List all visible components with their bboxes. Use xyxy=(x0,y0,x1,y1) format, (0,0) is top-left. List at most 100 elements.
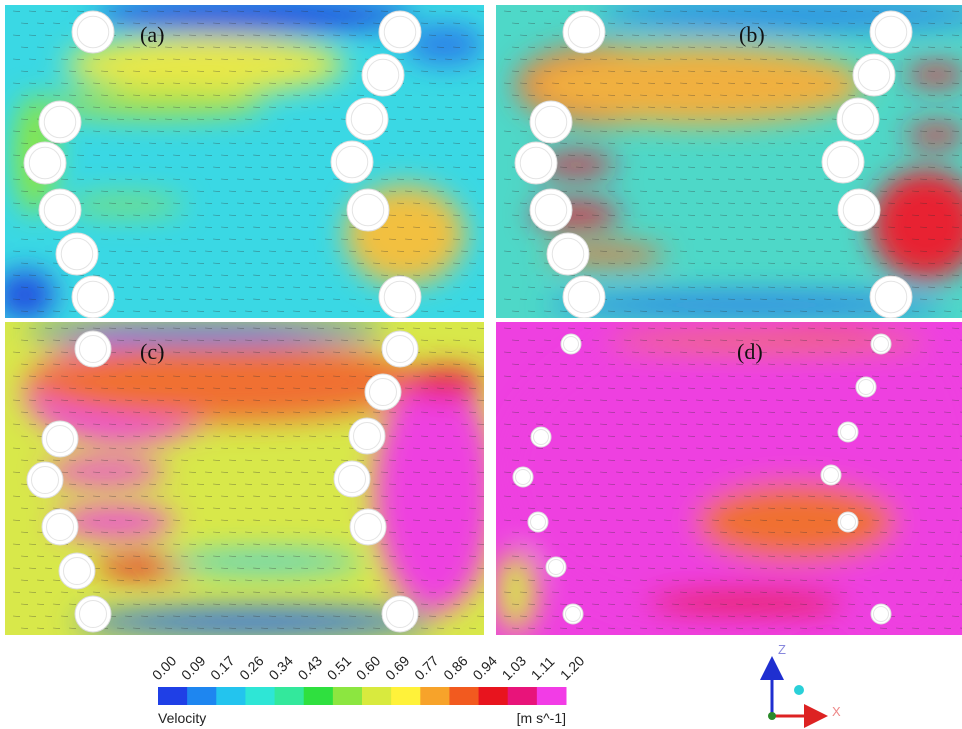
cylinder xyxy=(24,142,66,184)
cylinder xyxy=(59,553,95,589)
vector-arrow xyxy=(485,436,492,437)
cylinder xyxy=(42,421,78,457)
flow-panel: (d) xyxy=(496,322,962,642)
cylinder xyxy=(379,276,421,318)
field-blob xyxy=(696,482,896,562)
cylinder xyxy=(75,596,111,632)
colorbar-swatch xyxy=(333,687,363,705)
cylinder xyxy=(27,462,63,498)
colorbar-swatch xyxy=(158,687,188,705)
vector-arrow xyxy=(485,23,492,24)
vector-arrow xyxy=(485,532,492,533)
vector-arrow xyxy=(485,604,492,605)
colorbar-tick-label: 0.26 xyxy=(236,652,267,683)
colorbar-swatch xyxy=(304,687,334,705)
colorbar-swatch xyxy=(216,687,246,705)
colorbar-swatch xyxy=(362,687,392,705)
cylinder xyxy=(870,276,912,318)
vector-arrow xyxy=(485,239,492,240)
field-blob xyxy=(496,552,536,632)
colorbar-swatch xyxy=(245,687,275,705)
flow-panel: (c) xyxy=(5,320,495,636)
colorbar-tick-label: 0.17 xyxy=(207,652,238,683)
vector-arrow xyxy=(485,364,492,365)
colorbar-tick-label: 1.20 xyxy=(557,652,588,683)
cylinder xyxy=(39,189,81,231)
cylinder xyxy=(530,189,572,231)
vector-arrow xyxy=(485,71,492,72)
vector-arrow xyxy=(485,143,492,144)
cylinder xyxy=(853,54,895,96)
cylinder xyxy=(837,98,879,140)
panel-label: (c) xyxy=(140,339,164,364)
cylinder xyxy=(346,98,388,140)
colorbar-tick-label: 0.00 xyxy=(149,652,180,683)
velocity-field xyxy=(496,0,962,318)
vector-arrow xyxy=(485,191,492,192)
field-blob xyxy=(75,608,435,636)
colorbar-title: Velocity xyxy=(158,710,206,726)
cylinder xyxy=(75,331,111,367)
field-blob xyxy=(646,590,846,614)
vector-arrow xyxy=(485,47,492,48)
vector-arrow xyxy=(485,95,492,96)
panel-label: (b) xyxy=(739,22,765,47)
cylinder xyxy=(382,331,418,367)
field-blob xyxy=(526,45,866,125)
colorbar-swatch xyxy=(187,687,217,705)
cylinder xyxy=(347,189,389,231)
vector-arrow xyxy=(485,311,492,312)
cylinder xyxy=(515,142,557,184)
colorbar-units: [m s^-1] xyxy=(517,710,566,726)
colorbar-tick-label: 0.94 xyxy=(469,652,500,683)
cylinder xyxy=(72,276,114,318)
colorbar-swatch xyxy=(479,687,509,705)
colorbar-swatch xyxy=(449,687,479,705)
velocity-field xyxy=(0,0,492,320)
field-blob xyxy=(405,367,485,397)
view-marker xyxy=(794,685,804,695)
figure: (a) (b) (c) (d) 0.000.090.170.260.340.430.5… xyxy=(0,0,962,729)
cylinder xyxy=(42,509,78,545)
vector-arrow xyxy=(485,215,492,216)
z-label: Z xyxy=(778,642,786,657)
flow-panel: (b) xyxy=(496,0,962,318)
cylinder xyxy=(822,141,864,183)
colorbar-swatch xyxy=(391,687,421,705)
vector-arrow xyxy=(485,119,492,120)
cylinder xyxy=(331,141,373,183)
vector-arrow xyxy=(485,167,492,168)
panel-label: (a) xyxy=(140,22,164,47)
cylinder xyxy=(365,374,401,410)
field-blob xyxy=(65,195,185,215)
panels: (a) (b) (c) (d) xyxy=(0,0,962,642)
cylinder xyxy=(382,596,418,632)
vector-arrow xyxy=(485,580,492,581)
origin xyxy=(768,712,776,720)
cylinder xyxy=(39,101,81,143)
axis-triad: Z X xyxy=(768,642,841,720)
vector-arrow xyxy=(485,508,492,509)
cylinder xyxy=(362,54,404,96)
vector-arrow xyxy=(485,412,492,413)
colorbar-swatch xyxy=(537,687,567,705)
colorbar-swatch xyxy=(508,687,538,705)
cylinder xyxy=(530,101,572,143)
cylinder xyxy=(350,509,386,545)
cylinder xyxy=(334,461,370,497)
colorbar-tick-label: 1.03 xyxy=(499,652,530,683)
colorbar-tick-label: 0.60 xyxy=(353,652,384,683)
cylinder xyxy=(379,11,421,53)
vector-arrow xyxy=(485,460,492,461)
colorbar-swatch xyxy=(275,687,305,705)
field-blob xyxy=(165,552,365,572)
colorbar-tick-label: 1.11 xyxy=(528,653,558,683)
cylinder xyxy=(563,276,605,318)
vector-arrow xyxy=(485,484,492,485)
cylinder xyxy=(838,189,880,231)
vector-arrow xyxy=(485,263,492,264)
colorbar-swatch xyxy=(420,687,450,705)
colorbar: 0.000.090.170.260.340.430.510.600.690.77… xyxy=(149,652,588,705)
vector-arrow xyxy=(485,287,492,288)
cylinder xyxy=(870,11,912,53)
